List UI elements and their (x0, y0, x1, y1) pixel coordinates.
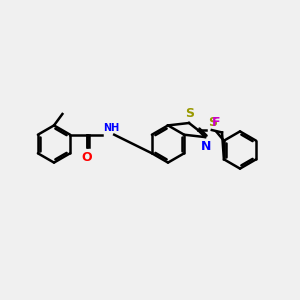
Text: N: N (201, 140, 211, 152)
Text: NH: NH (103, 123, 119, 133)
Text: O: O (81, 151, 92, 164)
Text: F: F (212, 116, 220, 129)
Text: S: S (185, 107, 194, 120)
Text: S: S (208, 116, 217, 128)
